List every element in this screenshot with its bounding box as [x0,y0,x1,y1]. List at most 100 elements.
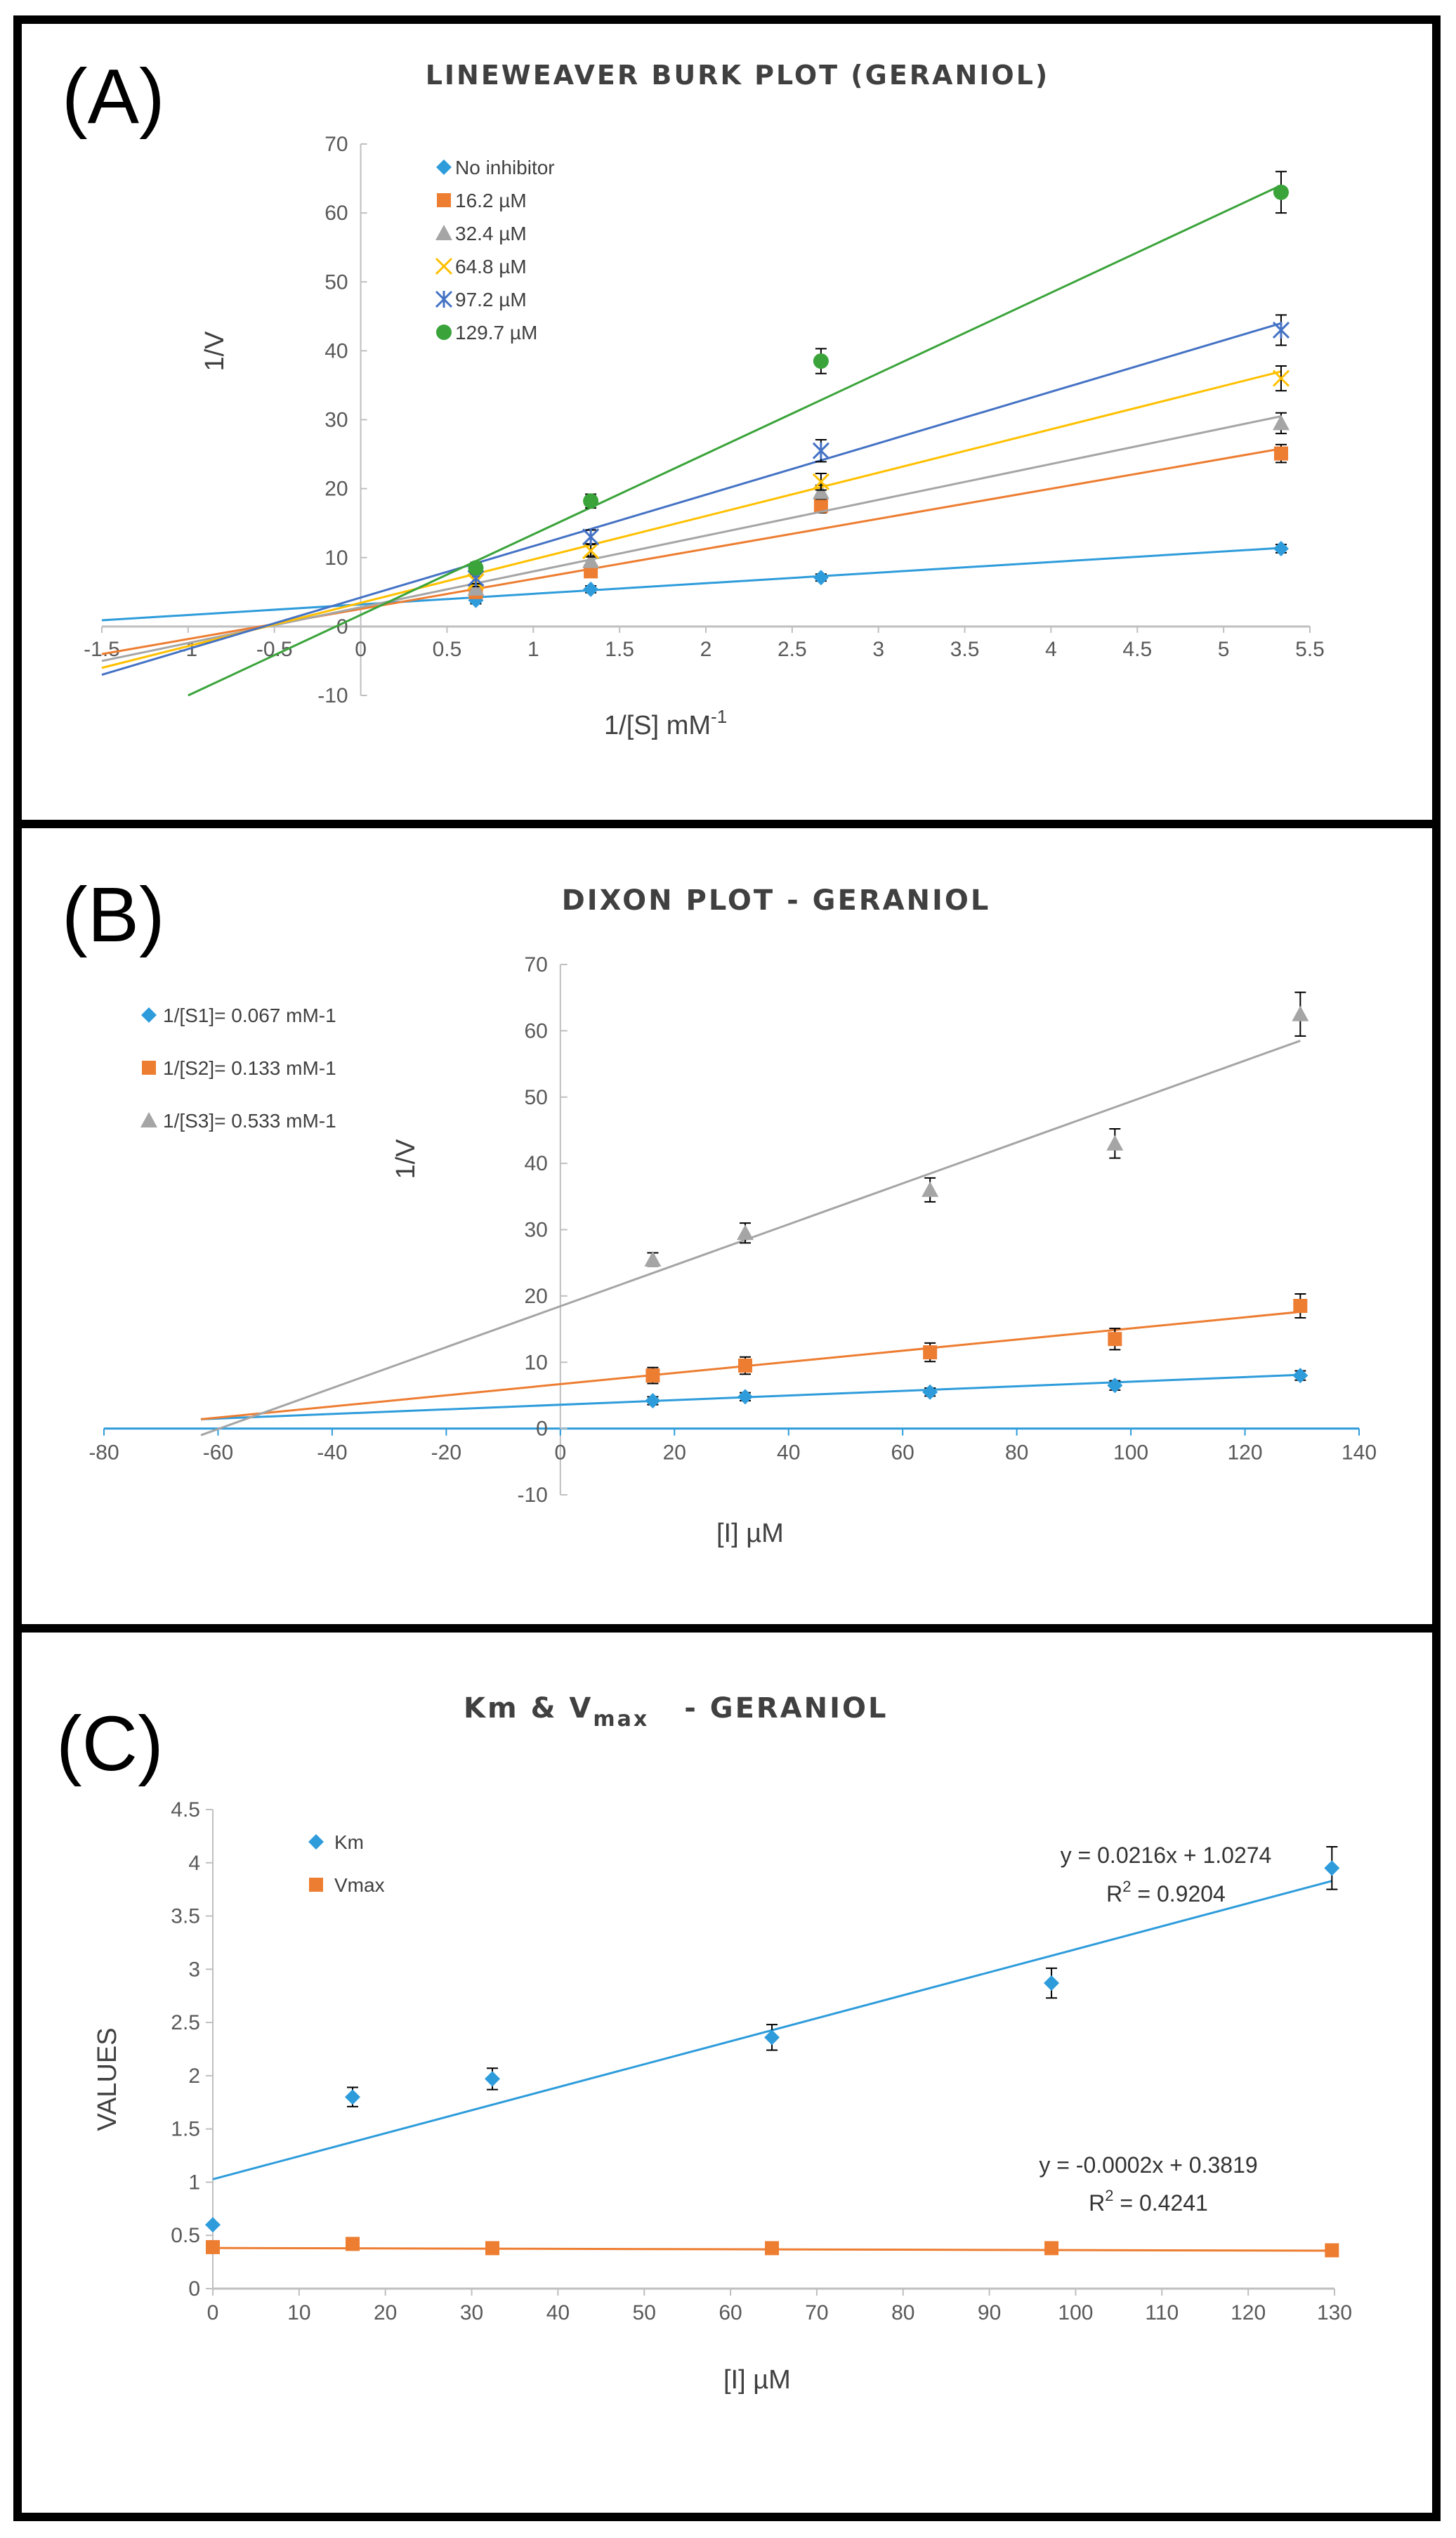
panel-a-data-point [1272,369,1290,387]
legend-b-item-0: 1/[S1]= 0.067 mM-1 [141,1005,336,1026]
panel-b-x-tick-label: 140 [1342,1441,1377,1465]
panel-b-y-tick-label: 30 [524,1219,547,1242]
equation-km: y = 0.0216x + 1.0274 R2 = 0.9204 [1061,1843,1272,1906]
panel-b-data-point [1292,1368,1309,1384]
panel-b-data-point [1292,1005,1309,1021]
legend-a-marker-1 [437,193,451,207]
panel-c-y-tick-label: 3 [188,1958,200,1981]
panel-a-x-tick-label: 2 [700,638,712,661]
panel-a: (A) LINEWEAVER BURK PLOT (GERANIOL) 1/V … [13,15,1441,828]
equation-vmax-r-value: = 0.4241 [1114,2190,1208,2216]
panel-c-x-tick-label: 50 [633,2301,656,2324]
legend-marker-shape [142,1061,156,1075]
panel-b-x-tick-label: 20 [663,1441,686,1465]
panel-b-data-point [922,1181,939,1197]
legend-b-marker-0 [141,1007,157,1023]
equation-km-line2: R2 = 0.9204 [1106,1878,1226,1906]
panel-a-frame [13,15,1441,828]
panel-b: (B) DIXON PLOT - GERANIOL 1/V [I] µM -80… [13,820,1441,1633]
panel-c-data-point [346,2237,360,2251]
panel-a-data-point [1273,446,1288,461]
panel-c-x-tick-label: 20 [374,2301,397,2324]
panel-c-title-main: Km & V [464,1692,593,1725]
panel-b-y-tick-label: 20 [524,1285,547,1308]
panel-b-data-point [644,1250,662,1267]
panel-b-y-tick-label: 10 [524,1351,547,1374]
equation-km-r-value: = 0.9204 [1132,1881,1226,1906]
panel-a-data-point [582,542,600,559]
legend-a-marker-5 [436,325,452,340]
panel-c-y-tick-label: 1 [188,2171,200,2194]
legend-a-item-3: 64.8 µM [435,256,527,277]
panel-b-y-tick-label: 60 [524,1019,547,1042]
legend-marker-shape [435,257,453,275]
panel-b-x-tick-label: 100 [1113,1441,1148,1465]
equation-km-r: R [1106,1881,1122,1906]
panel-a-data-point [1272,414,1290,431]
panel-a-data-point [1273,184,1289,200]
panel-a-data-point [583,493,599,509]
panel-a-y-tick-label: -10 [317,684,348,707]
panel-a-data-point [813,499,828,514]
panel-a-xlabel: 1/[S] mM-1 [604,706,727,740]
panel-c-data-point [485,2241,500,2256]
panel-c: (C) Km & Vmax - GERANIOL VALUES [I] µM 0 1… [13,1624,1441,2521]
panel-a-y-tick-label: 60 [324,202,348,225]
panel-a-x-tick-label: 5.5 [1295,638,1325,661]
panel-c-y-tick-label: 0 [188,2277,200,2301]
legend-a-item-5: 129.7 µM [436,322,537,344]
panel-a-data-point [468,560,484,576]
panel-b-x-tick-label: -20 [431,1441,461,1465]
legend-marker-shape [435,225,452,240]
panel-a-trendline-0 [101,547,1282,622]
panel-b-y-tick-label: 70 [524,953,547,976]
panel-a-data-point [812,442,829,459]
equation-vmax-line2: R2 = 0.4241 [1089,2187,1208,2216]
panel-a-x-tick-label: 1.5 [605,638,634,661]
panel-c-y-tick-label: 2.5 [171,2011,200,2034]
panel-a-x-tick-label: 3 [872,638,884,661]
legend-marker-shape [141,1007,157,1023]
panel-c-data-point [764,2029,780,2046]
legend-a-label-4: 97.2 µM [455,289,527,310]
panel-a-x-tick-label: 5 [1218,638,1230,661]
panel-b-ylabel: 1/V [391,1139,421,1179]
panel-c-x-tick-label: 130 [1317,2301,1352,2324]
legend-a-marker-4 [435,290,453,308]
legend-b-marker-2 [140,1112,157,1127]
equation-vmax-line1: y = -0.0002x + 0.3819 [1039,2152,1257,2178]
panel-c-y-tick-label: 1.5 [171,2118,200,2141]
panel-a-trendline-2 [101,415,1282,662]
panel-b-data-point [1106,1134,1124,1151]
panel-c-data-point [206,2239,220,2254]
panel-b-series-0 [201,1368,1309,1420]
panel-a-trendline-3 [101,370,1282,669]
panel-c-x-tick-label: 30 [460,2301,483,2324]
legend-b-marker-1 [142,1061,156,1075]
legend-a-item-2: 32.4 µM [435,223,527,244]
panel-a-data-point [813,353,829,369]
panel-a-data-point [812,473,829,490]
panel-b-x-tick-label: 40 [777,1441,800,1465]
panel-a-x-tick-label: 4 [1045,638,1057,661]
panel-c-x-tick-label: 120 [1231,2301,1266,2324]
panel-b-data-point [645,1392,661,1408]
panel-a-x-tick-label: 1 [527,638,539,661]
panel-c-data-point [205,2217,221,2233]
panel-c-x-tick-label: 10 [287,2301,310,2324]
panel-a-series-4 [101,314,1290,676]
panel-c-title-tail: - GERANIOL [684,1692,888,1725]
panel-c-data-point [345,2089,361,2105]
panel-c-data-point [1324,1860,1340,1876]
panel-a-x-tick-label: 0.5 [433,638,462,661]
panel-c-x-tick-label: 0 [207,2301,219,2324]
panel-b-data-point [736,1224,754,1241]
panel-b-xlabel: [I] µM [716,1519,784,1548]
panel-a-data-point [1273,540,1289,556]
equation-vmax-r: R [1089,2190,1105,2216]
panel-a-data-point [812,483,829,499]
legend-c-item-0: Km [308,1831,364,1853]
panel-a-y-tick-label: 40 [324,339,348,362]
legend-marker-shape [436,325,452,340]
